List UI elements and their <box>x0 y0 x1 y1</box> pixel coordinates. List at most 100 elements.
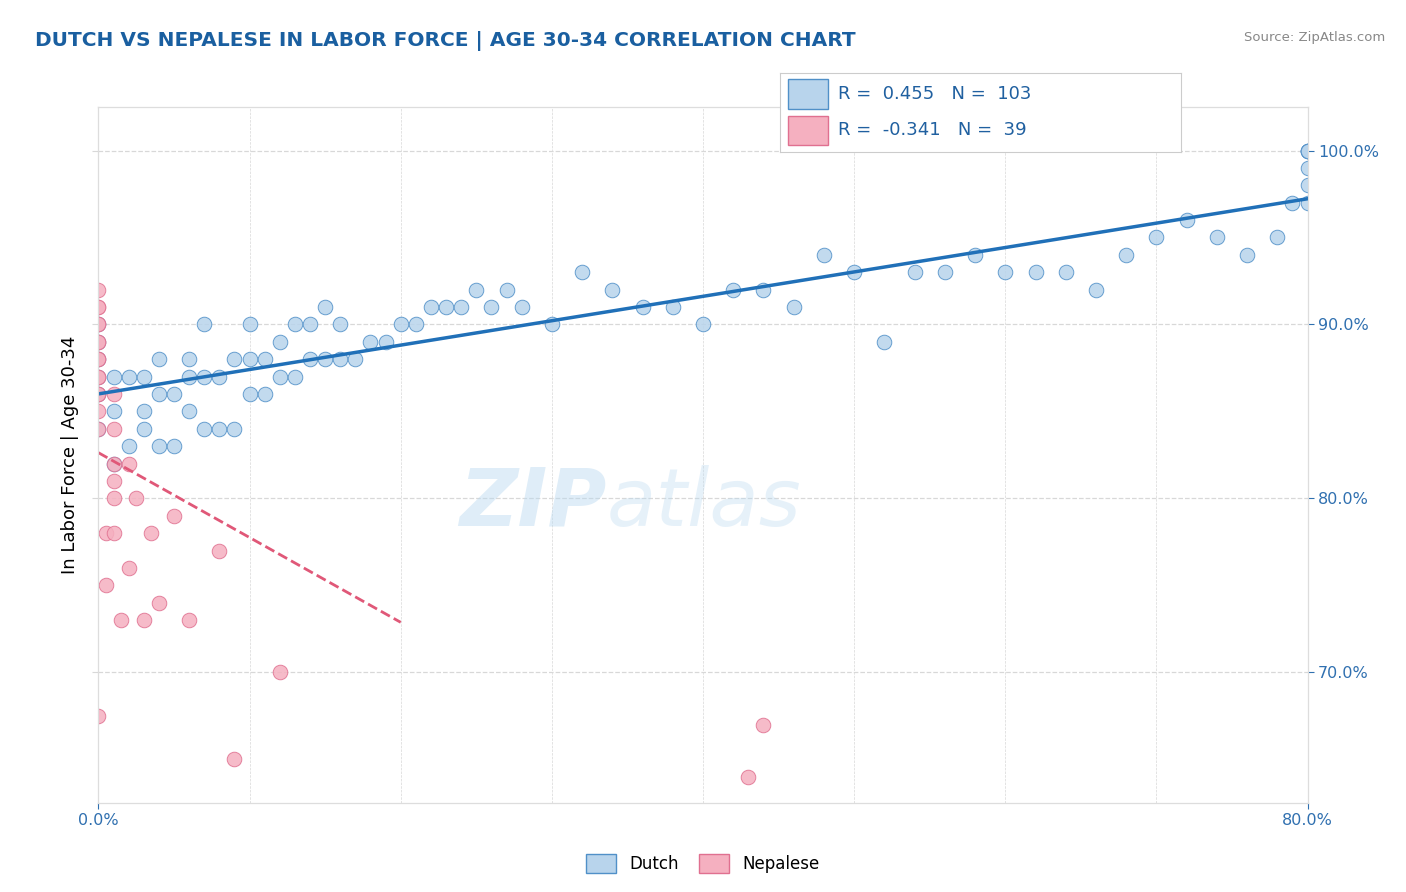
Text: ZIP: ZIP <box>458 465 606 542</box>
Point <box>87 352 110 367</box>
Point <box>87 369 110 384</box>
Point <box>374 334 396 349</box>
Point <box>224 352 246 367</box>
Point <box>239 352 262 367</box>
Text: R =  -0.341   N =  39: R = -0.341 N = 39 <box>838 121 1026 139</box>
Point <box>737 770 759 784</box>
FancyBboxPatch shape <box>789 79 828 109</box>
Point <box>224 422 246 436</box>
Point <box>723 283 745 297</box>
Point <box>1144 230 1167 244</box>
Point <box>118 561 141 575</box>
Point <box>692 318 714 332</box>
Point <box>103 457 125 471</box>
Point <box>1296 144 1319 158</box>
Point <box>299 318 322 332</box>
Point <box>179 404 201 418</box>
Point <box>314 352 336 367</box>
Point <box>329 352 352 367</box>
Point <box>752 717 775 731</box>
Legend: Dutch, Nepalese: Dutch, Nepalese <box>579 847 827 880</box>
Point <box>1175 213 1198 227</box>
Point <box>631 300 654 314</box>
Point <box>87 422 110 436</box>
Point <box>118 457 141 471</box>
Point <box>103 387 125 401</box>
Point <box>87 334 110 349</box>
Point <box>389 318 412 332</box>
Point <box>132 422 155 436</box>
Point <box>103 474 125 488</box>
Point <box>103 526 125 541</box>
Point <box>87 369 110 384</box>
Point <box>94 578 117 592</box>
Point <box>253 352 276 367</box>
Point <box>193 318 215 332</box>
Point <box>87 387 110 401</box>
Point <box>103 404 125 418</box>
Point <box>269 334 291 349</box>
Point <box>87 334 110 349</box>
Point <box>87 283 110 297</box>
Point <box>1054 265 1077 279</box>
Point <box>148 387 170 401</box>
Point <box>1281 195 1303 210</box>
Point <box>661 300 683 314</box>
Point <box>163 387 186 401</box>
Point <box>179 352 201 367</box>
Point <box>87 334 110 349</box>
Point <box>87 318 110 332</box>
Point <box>405 318 427 332</box>
Point <box>481 300 503 314</box>
Point <box>314 300 336 314</box>
Point <box>163 508 186 523</box>
Point <box>87 352 110 367</box>
Point <box>125 491 148 506</box>
Text: DUTCH VS NEPALESE IN LABOR FORCE | AGE 30-34 CORRELATION CHART: DUTCH VS NEPALESE IN LABOR FORCE | AGE 3… <box>35 31 856 51</box>
Point <box>87 352 110 367</box>
Point <box>118 439 141 453</box>
Point <box>602 283 624 297</box>
Point <box>904 265 927 279</box>
Point <box>844 265 866 279</box>
Point <box>253 387 276 401</box>
Text: Source: ZipAtlas.com: Source: ZipAtlas.com <box>1244 31 1385 45</box>
Point <box>299 352 322 367</box>
Y-axis label: In Labor Force | Age 30-34: In Labor Force | Age 30-34 <box>60 335 79 574</box>
Point <box>193 369 215 384</box>
Point <box>87 422 110 436</box>
Point <box>87 300 110 314</box>
Point <box>269 369 291 384</box>
Point <box>465 283 488 297</box>
Point <box>1296 144 1319 158</box>
Point <box>87 708 110 723</box>
Point <box>994 265 1017 279</box>
Point <box>752 283 775 297</box>
Point <box>132 369 155 384</box>
Point <box>965 248 987 262</box>
Text: atlas: atlas <box>606 465 801 542</box>
Point <box>1267 230 1289 244</box>
Point <box>269 665 291 680</box>
Point <box>873 334 896 349</box>
Point <box>495 283 517 297</box>
Point <box>1024 265 1046 279</box>
Point <box>103 422 125 436</box>
Point <box>540 318 562 332</box>
Point <box>148 439 170 453</box>
Point <box>87 318 110 332</box>
Point <box>87 404 110 418</box>
Point <box>1296 178 1319 193</box>
Point <box>87 369 110 384</box>
Point <box>934 265 956 279</box>
Point <box>224 752 246 766</box>
FancyBboxPatch shape <box>789 116 828 145</box>
Point <box>193 422 215 436</box>
Point <box>141 526 163 541</box>
Point <box>783 300 806 314</box>
Point <box>208 543 231 558</box>
Point <box>103 457 125 471</box>
Point <box>284 318 307 332</box>
Point <box>118 369 141 384</box>
Point <box>813 248 835 262</box>
